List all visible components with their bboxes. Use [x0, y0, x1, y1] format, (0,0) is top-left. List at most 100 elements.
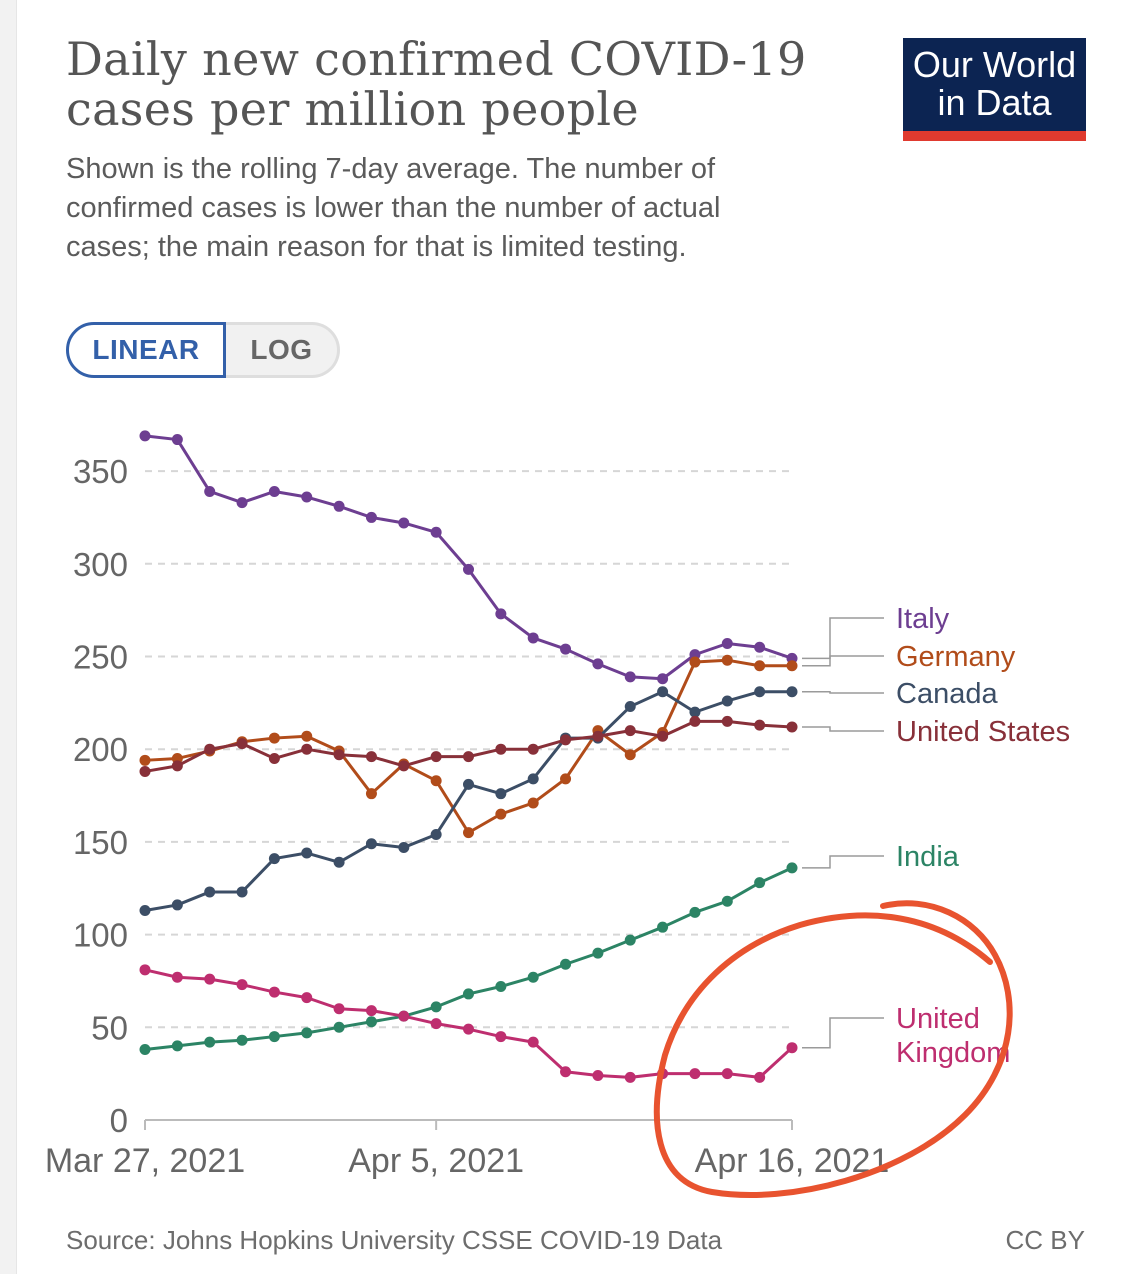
data-point	[495, 1031, 507, 1043]
x-tick-label: Mar 27, 2021	[45, 1142, 245, 1180]
data-point	[204, 485, 216, 497]
data-point	[592, 730, 604, 742]
data-point	[689, 906, 701, 918]
data-point	[236, 738, 248, 750]
data-point	[657, 921, 669, 933]
chart-subtitle: Shown is the rolling 7-day average. The …	[66, 153, 721, 263]
data-point	[139, 1044, 151, 1056]
logo-accent-bar	[903, 131, 1086, 141]
data-point	[301, 743, 313, 755]
data-point	[624, 701, 636, 713]
data-point	[333, 500, 345, 512]
label-india: India	[802, 841, 960, 873]
log-scale-button[interactable]: LOG	[226, 322, 340, 378]
y-tick-label: 250	[73, 638, 128, 675]
series-line	[144, 434, 793, 681]
data-point	[365, 838, 377, 850]
leader-line	[802, 726, 884, 732]
data-point	[430, 526, 442, 538]
data-point	[495, 608, 507, 620]
label-italy: Italy	[802, 603, 950, 660]
data-point	[365, 1005, 377, 1017]
x-tick-label: Apr 16, 2021	[695, 1142, 890, 1180]
data-point	[204, 886, 216, 898]
data-point	[463, 751, 474, 763]
y-tick-label: 0	[110, 1102, 128, 1139]
data-point	[560, 1066, 572, 1078]
data-point	[204, 973, 216, 985]
data-point	[527, 797, 539, 809]
leader-line	[802, 617, 884, 660]
series-label-text: Germany	[896, 641, 1016, 673]
leader-line	[802, 1017, 884, 1049]
data-point	[754, 1071, 766, 1083]
series-united-kingdom[interactable]	[139, 964, 798, 1083]
data-point	[139, 430, 151, 442]
data-point	[463, 827, 474, 839]
data-point	[301, 730, 313, 742]
data-point	[204, 743, 216, 755]
data-point	[171, 971, 183, 983]
series-canada[interactable]	[139, 686, 798, 916]
leader-line	[802, 855, 884, 869]
gridlines	[145, 470, 792, 1029]
data-point	[560, 734, 572, 746]
data-point	[754, 641, 766, 653]
data-point	[236, 1034, 248, 1046]
data-point	[527, 773, 539, 785]
series-lines	[139, 430, 798, 1083]
leader-line	[802, 655, 884, 667]
data-point	[689, 656, 701, 668]
data-point	[657, 673, 669, 685]
owid-logo[interactable]: Our World in Data	[903, 38, 1086, 141]
data-point	[139, 964, 151, 976]
data-point	[495, 788, 507, 800]
data-point	[689, 706, 701, 718]
data-point	[430, 775, 442, 787]
series-label-text: United States	[896, 716, 1070, 748]
data-point	[365, 751, 377, 763]
series-united-states[interactable]	[139, 715, 798, 777]
data-point	[365, 1016, 377, 1028]
data-point	[301, 847, 313, 859]
series-label-text: Italy	[896, 603, 950, 635]
data-point	[139, 765, 151, 777]
data-point	[527, 743, 539, 755]
label-germany: Germany	[802, 641, 1016, 673]
data-point	[754, 719, 766, 731]
scale-toggle: LINEAR LOG	[66, 322, 340, 382]
data-point	[268, 1031, 280, 1043]
data-point	[463, 1023, 474, 1035]
y-tick-label: 100	[73, 917, 128, 954]
x-axis: Mar 27, 2021 Apr 5, 2021 Apr 16, 2021	[45, 1119, 890, 1180]
data-point	[624, 1071, 636, 1083]
logo-line-1: Our World	[912, 44, 1077, 85]
data-point	[139, 904, 151, 916]
data-point	[754, 660, 766, 672]
data-point	[786, 686, 798, 698]
data-point	[754, 877, 766, 889]
series-label-text: India	[896, 841, 960, 873]
data-point	[786, 660, 798, 672]
data-point	[721, 638, 733, 650]
data-point	[463, 988, 474, 1000]
data-point	[430, 751, 442, 763]
x-tick-label: Apr 5, 2021	[348, 1142, 524, 1180]
data-point	[171, 434, 183, 446]
series-italy[interactable]	[139, 430, 798, 685]
y-tick-label: 300	[73, 546, 128, 583]
label-united-states: United States	[802, 716, 1070, 748]
data-point	[527, 971, 539, 983]
linear-scale-button[interactable]: LINEAR	[66, 322, 226, 378]
data-point	[268, 485, 280, 497]
y-axis-ticks: 0 50 100 150 200 250 300 350	[73, 453, 128, 1139]
data-point	[560, 643, 572, 655]
y-tick-label: 50	[91, 1009, 128, 1046]
source-note: Source: Johns Hopkins University CSSE CO…	[66, 1225, 723, 1255]
data-point	[398, 760, 410, 772]
data-point	[624, 725, 636, 737]
license-link[interactable]: CC BY	[1005, 1225, 1085, 1255]
data-point	[495, 981, 507, 993]
